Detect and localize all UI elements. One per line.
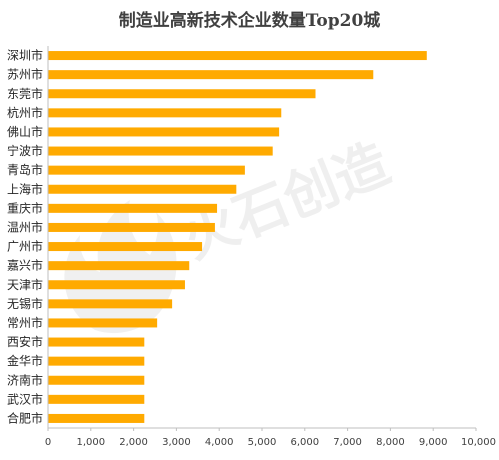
- x-tick-label: 9,000: [419, 437, 448, 448]
- bar-9: [48, 203, 218, 213]
- category-label: 东莞市: [7, 86, 43, 101]
- category-label: 西安市: [7, 334, 43, 349]
- category-label: 合肥市: [7, 410, 43, 425]
- bar-7: [48, 165, 245, 175]
- bar-20: [48, 413, 145, 423]
- bar-14: [48, 299, 173, 309]
- x-tick-label: 0: [45, 437, 51, 448]
- category-label: 杭州市: [7, 105, 43, 120]
- x-tick-label: 3,000: [162, 437, 191, 448]
- category-label: 无锡市: [7, 296, 43, 311]
- bars: [48, 51, 427, 423]
- x-tick-label: 1,000: [76, 437, 105, 448]
- category-label: 深圳市: [7, 48, 43, 63]
- category-label: 温州市: [7, 219, 43, 234]
- bar-16: [48, 337, 145, 347]
- chart-title: 制造业高新技术企业数量Top20城: [118, 11, 381, 31]
- x-tick-label: 10,000: [461, 437, 496, 448]
- bar-6: [48, 146, 273, 156]
- bar-4: [48, 108, 282, 118]
- category-label: 金华市: [7, 353, 43, 368]
- category-label: 常州市: [7, 315, 43, 330]
- x-tick-label: 4,000: [205, 437, 234, 448]
- bar-12: [48, 261, 190, 271]
- category-label: 宁波市: [7, 143, 43, 158]
- category-labels: 深圳市苏州市东莞市杭州市佛山市宁波市青岛市上海市重庆市温州市广州市嘉兴市天津市无…: [7, 48, 43, 426]
- category-label: 青岛市: [7, 162, 43, 177]
- category-label: 天津市: [7, 277, 43, 292]
- bar-13: [48, 280, 185, 290]
- bar-19: [48, 394, 145, 404]
- bar-18: [48, 375, 145, 385]
- bar-11: [48, 242, 203, 252]
- x-tick-labels: 0 1,000 2,000 3,000 4,000 5,000 6,000 7,000 8,00…: [45, 428, 496, 448]
- category-label: 广州市: [7, 239, 43, 254]
- category-label: 苏州市: [7, 67, 43, 82]
- x-tick-label: 8,000: [376, 437, 405, 448]
- category-label: 武汉市: [7, 391, 43, 406]
- x-tick-label: 2,000: [119, 437, 148, 448]
- category-label: 嘉兴市: [7, 258, 43, 273]
- x-tick-label: 5,000: [248, 437, 277, 448]
- bar-10: [48, 222, 215, 232]
- category-label: 重庆市: [7, 200, 43, 215]
- bar-2: [48, 70, 374, 80]
- bar-1: [48, 51, 427, 61]
- bar-5: [48, 127, 280, 137]
- bar-17: [48, 356, 145, 366]
- bar-3: [48, 89, 316, 99]
- x-tick-label: 6,000: [290, 437, 319, 448]
- category-label: 上海市: [7, 181, 43, 196]
- category-label: 济南市: [7, 372, 43, 387]
- bar-8: [48, 184, 237, 194]
- bar-15: [48, 318, 158, 328]
- category-label: 佛山市: [7, 124, 43, 139]
- x-tick-label: 7,000: [333, 437, 362, 448]
